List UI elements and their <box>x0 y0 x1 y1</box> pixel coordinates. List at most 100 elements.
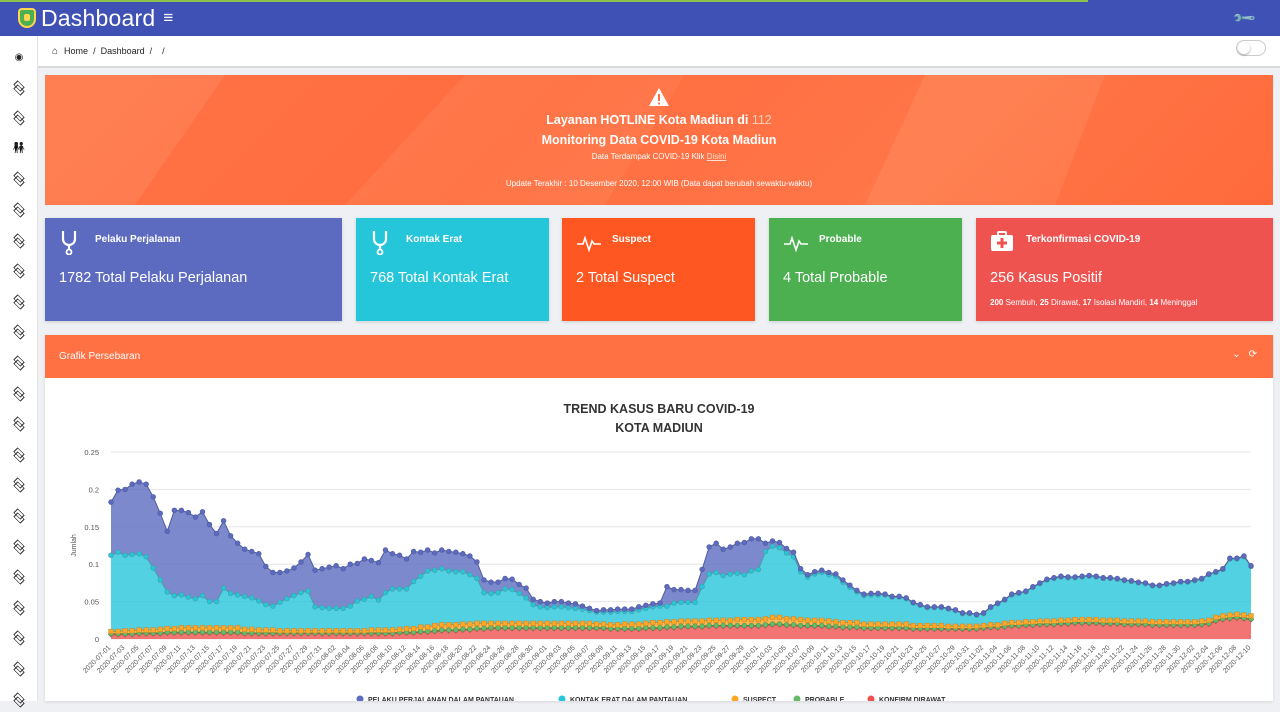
data-point[interactable] <box>1023 619 1029 625</box>
data-point[interactable] <box>875 590 881 597</box>
data-point[interactable] <box>403 586 410 592</box>
data-point[interactable] <box>143 481 149 487</box>
data-point[interactable] <box>812 617 818 623</box>
data-point[interactable] <box>516 590 522 597</box>
data-point[interactable] <box>206 625 213 631</box>
data-point[interactable] <box>544 625 550 631</box>
data-point[interactable] <box>340 628 346 634</box>
data-point[interactable] <box>636 621 642 627</box>
data-point[interactable] <box>783 622 790 628</box>
data-point[interactable] <box>340 565 346 572</box>
data-point[interactable] <box>565 625 572 631</box>
data-point[interactable] <box>460 551 466 557</box>
data-point[interactable] <box>291 592 297 599</box>
data-point[interactable] <box>199 509 206 515</box>
data-point[interactable] <box>629 606 635 612</box>
data-point[interactable] <box>924 604 930 610</box>
data-point[interactable] <box>453 549 459 555</box>
data-point[interactable] <box>234 592 241 598</box>
data-point[interactable] <box>164 589 170 595</box>
data-point[interactable] <box>410 548 417 555</box>
data-point[interactable] <box>1072 616 1078 623</box>
data-point[interactable] <box>234 540 241 546</box>
data-point[interactable] <box>523 585 529 591</box>
sidebar-item-18[interactable] <box>0 596 38 620</box>
data-point[interactable] <box>1142 618 1149 624</box>
data-point[interactable] <box>389 551 396 557</box>
data-point[interactable] <box>664 583 670 590</box>
data-point[interactable] <box>213 530 220 537</box>
data-point[interactable] <box>1044 576 1050 582</box>
data-point[interactable] <box>530 625 536 631</box>
data-point[interactable] <box>439 622 445 628</box>
data-point[interactable] <box>608 622 614 628</box>
data-point[interactable] <box>1051 618 1057 624</box>
data-point[interactable] <box>833 571 839 577</box>
data-point[interactable] <box>108 552 114 558</box>
data-point[interactable] <box>579 620 586 626</box>
data-point[interactable] <box>819 622 825 629</box>
data-point[interactable] <box>1128 577 1135 584</box>
data-point[interactable] <box>931 622 937 629</box>
data-point[interactable] <box>945 623 952 629</box>
data-point[interactable] <box>122 628 128 634</box>
data-point[interactable] <box>755 622 762 629</box>
data-point[interactable] <box>382 589 389 596</box>
data-point[interactable] <box>671 600 677 606</box>
data-point[interactable] <box>129 551 135 558</box>
card-pelaku-perjalanan[interactable]: Pelaku Perjalanan 1782 Total Pelaku Perj… <box>45 218 342 321</box>
data-point[interactable] <box>755 536 762 542</box>
data-point[interactable] <box>319 628 325 634</box>
data-point[interactable] <box>671 619 677 625</box>
data-point[interactable] <box>868 621 874 627</box>
data-point[interactable] <box>769 538 776 544</box>
data-point[interactable] <box>734 570 740 576</box>
data-point[interactable] <box>854 619 860 626</box>
data-point[interactable] <box>178 592 185 598</box>
data-point[interactable] <box>973 611 980 618</box>
data-point[interactable] <box>1206 617 1212 623</box>
data-point[interactable] <box>403 625 410 632</box>
data-point[interactable] <box>614 606 621 612</box>
data-point[interactable] <box>727 617 733 623</box>
data-point[interactable] <box>671 586 677 593</box>
sidebar-item-14[interactable] <box>0 473 38 497</box>
data-point[interactable] <box>333 605 339 612</box>
data-point[interactable] <box>326 564 332 570</box>
data-point[interactable] <box>1227 555 1233 561</box>
data-point[interactable] <box>1100 574 1106 581</box>
sidebar-item-6[interactable] <box>0 229 38 253</box>
data-point[interactable] <box>1079 573 1085 579</box>
data-point[interactable] <box>622 621 628 627</box>
data-point[interactable] <box>1241 612 1247 618</box>
data-point[interactable] <box>1051 574 1057 581</box>
data-point[interactable] <box>699 566 705 573</box>
data-point[interactable] <box>263 563 269 570</box>
data-point[interactable] <box>579 625 586 631</box>
data-point[interactable] <box>931 604 938 610</box>
data-point[interactable] <box>417 628 424 635</box>
data-point[interactable] <box>502 625 508 631</box>
data-point[interactable] <box>171 625 177 632</box>
data-point[interactable] <box>713 617 719 623</box>
data-point[interactable] <box>509 576 515 582</box>
data-point[interactable] <box>959 610 966 616</box>
data-point[interactable] <box>228 625 234 631</box>
data-point[interactable] <box>354 598 360 604</box>
data-point[interactable] <box>495 589 501 596</box>
home-icon[interactable]: ⌂ <box>52 45 59 57</box>
data-point[interactable] <box>488 625 494 631</box>
data-point[interactable] <box>530 596 536 603</box>
data-point[interactable] <box>460 621 466 627</box>
data-point[interactable] <box>868 590 874 597</box>
data-point[interactable] <box>706 544 712 550</box>
data-point[interactable] <box>1058 573 1064 579</box>
data-point[interactable] <box>516 581 522 588</box>
data-point[interactable] <box>558 598 565 605</box>
data-point[interactable] <box>840 577 846 583</box>
data-point[interactable] <box>657 625 663 631</box>
data-point[interactable] <box>833 619 839 625</box>
data-point[interactable] <box>664 624 670 630</box>
sidebar-item-16[interactable] <box>0 535 38 559</box>
data-point[interactable] <box>474 559 480 565</box>
